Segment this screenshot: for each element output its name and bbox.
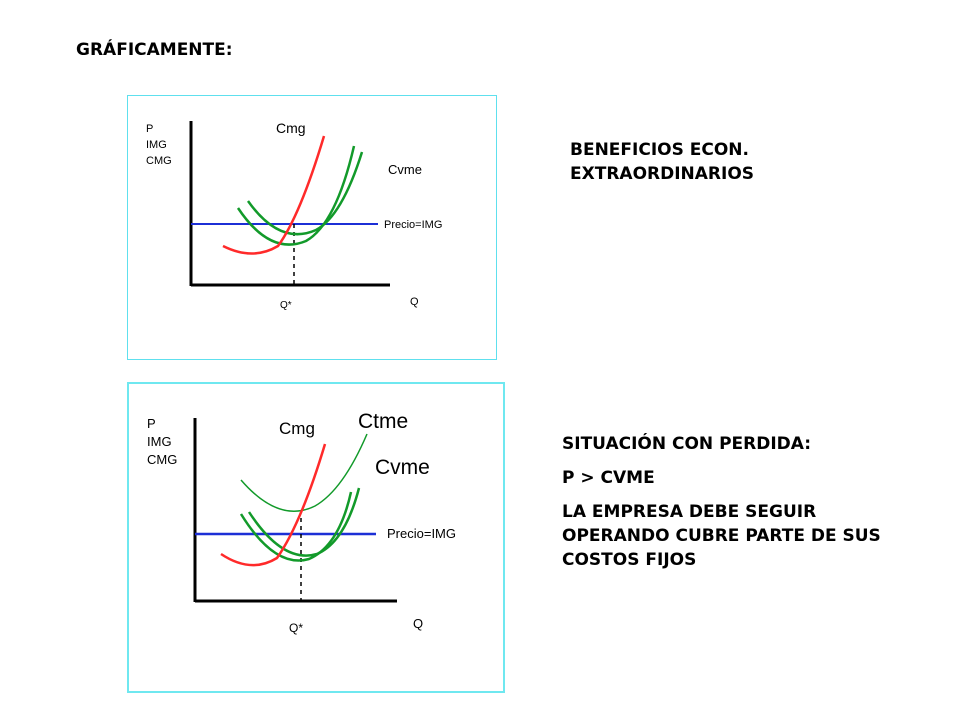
graph-loss-svg: P IMG CMG Cmg Ctme Cvme Precio=IMG Q* Q [147,410,456,635]
cvme-curve-outer [247,487,361,557]
profit-text-line2: EXTRAORDINARIOS [570,164,755,184]
label-price: Precio=IMG [384,219,442,231]
graph-profit: P IMG CMG Cmg Cvme Precio=IMG Q* Q [127,95,497,360]
label-q-star: Q* [289,621,303,635]
page-title: GRÁFICAMENTE: [76,40,233,60]
y-label-p: P [146,123,153,135]
y-label-img: IMG [146,139,167,151]
graph-loss: P IMG CMG Cmg Ctme Cvme Precio=IMG Q* Q [127,382,505,693]
label-cvme: Cvme [375,456,430,479]
label-price: Precio=IMG [387,526,456,541]
cmg-curve [222,135,326,255]
label-ctme: Ctme [358,410,408,433]
y-label-cmg: CMG [146,155,172,167]
y-label-img: IMG [147,434,172,449]
label-q-star: Q* [280,300,292,311]
y-label-cmg: CMG [147,452,177,467]
profit-text-line1: BENEFICIOS ECON. [570,140,749,160]
ctme-curve [240,433,368,512]
loss-text-line2: P > CVME [562,468,655,488]
loss-text-line3: LA EMPRESA DEBE SEGUIR OPERANDO CUBRE PA… [562,502,881,570]
label-cmg: Cmg [276,120,306,136]
cvme-curve-outer [246,151,364,236]
graph-profit-svg: P IMG CMG Cmg Cvme Precio=IMG Q* Q [146,120,442,311]
label-cvme: Cvme [388,162,422,177]
loss-text: SITUACIÓN CON PERDIDA: P > CVME LA EMPRE… [562,432,922,582]
profit-text: BENEFICIOS ECON. EXTRAORDINARIOS [570,138,754,186]
label-q-axis: Q [410,296,419,308]
cvme-curve-inner [236,145,356,246]
cmg-curve [220,443,327,567]
loss-text-line1: SITUACIÓN CON PERDIDA: [562,434,812,454]
label-cmg: Cmg [279,419,315,438]
cvme-curve-inner [239,491,353,562]
y-label-p: P [147,416,156,431]
label-q-axis: Q [413,616,423,631]
